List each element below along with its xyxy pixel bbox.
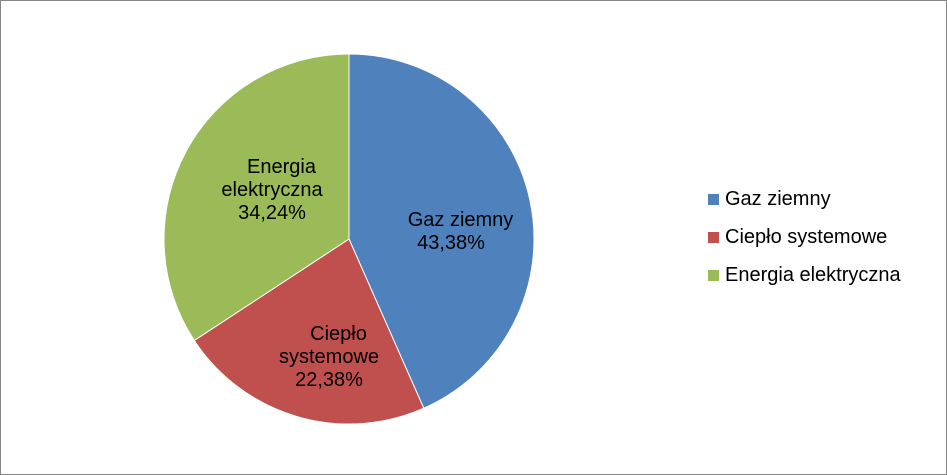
legend-item-cieplo-systemowe: Ciepło systemowe — [708, 224, 901, 250]
legend-label-energia-elektryczna: Energia elektryczna — [725, 263, 901, 286]
label-name-energia-elektryczna: Energia — [247, 156, 316, 178]
pie-slice-energia-elektryczna — [163, 53, 350, 342]
label-name-gaz-ziemny: Gaz ziemny — [407, 209, 514, 231]
label-name-cieplo-systemowe: Ciepło — [310, 323, 367, 345]
pie-slice-gaz-ziemny — [348, 53, 535, 409]
label-value-energia-elektryczna: 34,24% — [238, 202, 306, 224]
legend-item-gaz-ziemny: Gaz ziemny — [708, 186, 901, 212]
label-value-cieplo-systemowe: 22,38% — [295, 369, 363, 391]
legend-swatch-gaz-ziemny — [708, 193, 719, 205]
label-name-cieplo-systemowe: systemowe — [278, 346, 380, 368]
legend-label-gaz-ziemny: Gaz ziemny — [725, 187, 831, 210]
legend: Gaz ziemny Ciepło systemowe Energia elek… — [708, 186, 901, 300]
data-label-cieplo-systemowe: Ciepło systemowe 22,38% — [249, 323, 409, 392]
pie-slice-cieplo-systemowe — [193, 238, 425, 425]
data-label-energia-elektryczna: Energia elektryczna 34,24% — [187, 156, 357, 225]
label-value-gaz-ziemny: 43,38% — [417, 232, 485, 254]
legend-label-cieplo-systemowe: Ciepło systemowe — [725, 225, 888, 248]
label-name-energia-elektryczna: elektryczna — [221, 179, 323, 201]
label-key-gaz-ziemny — [388, 213, 400, 224]
label-key-energia-elektryczna — [228, 160, 240, 171]
label-key-cieplo-systemowe — [291, 327, 303, 338]
legend-swatch-cieplo-systemowe — [708, 231, 719, 243]
data-label-gaz-ziemny: Gaz ziemny 43,38% — [371, 209, 531, 255]
legend-swatch-energia-elektryczna — [708, 269, 719, 281]
legend-item-energia-elektryczna: Energia elektryczna — [708, 262, 901, 288]
